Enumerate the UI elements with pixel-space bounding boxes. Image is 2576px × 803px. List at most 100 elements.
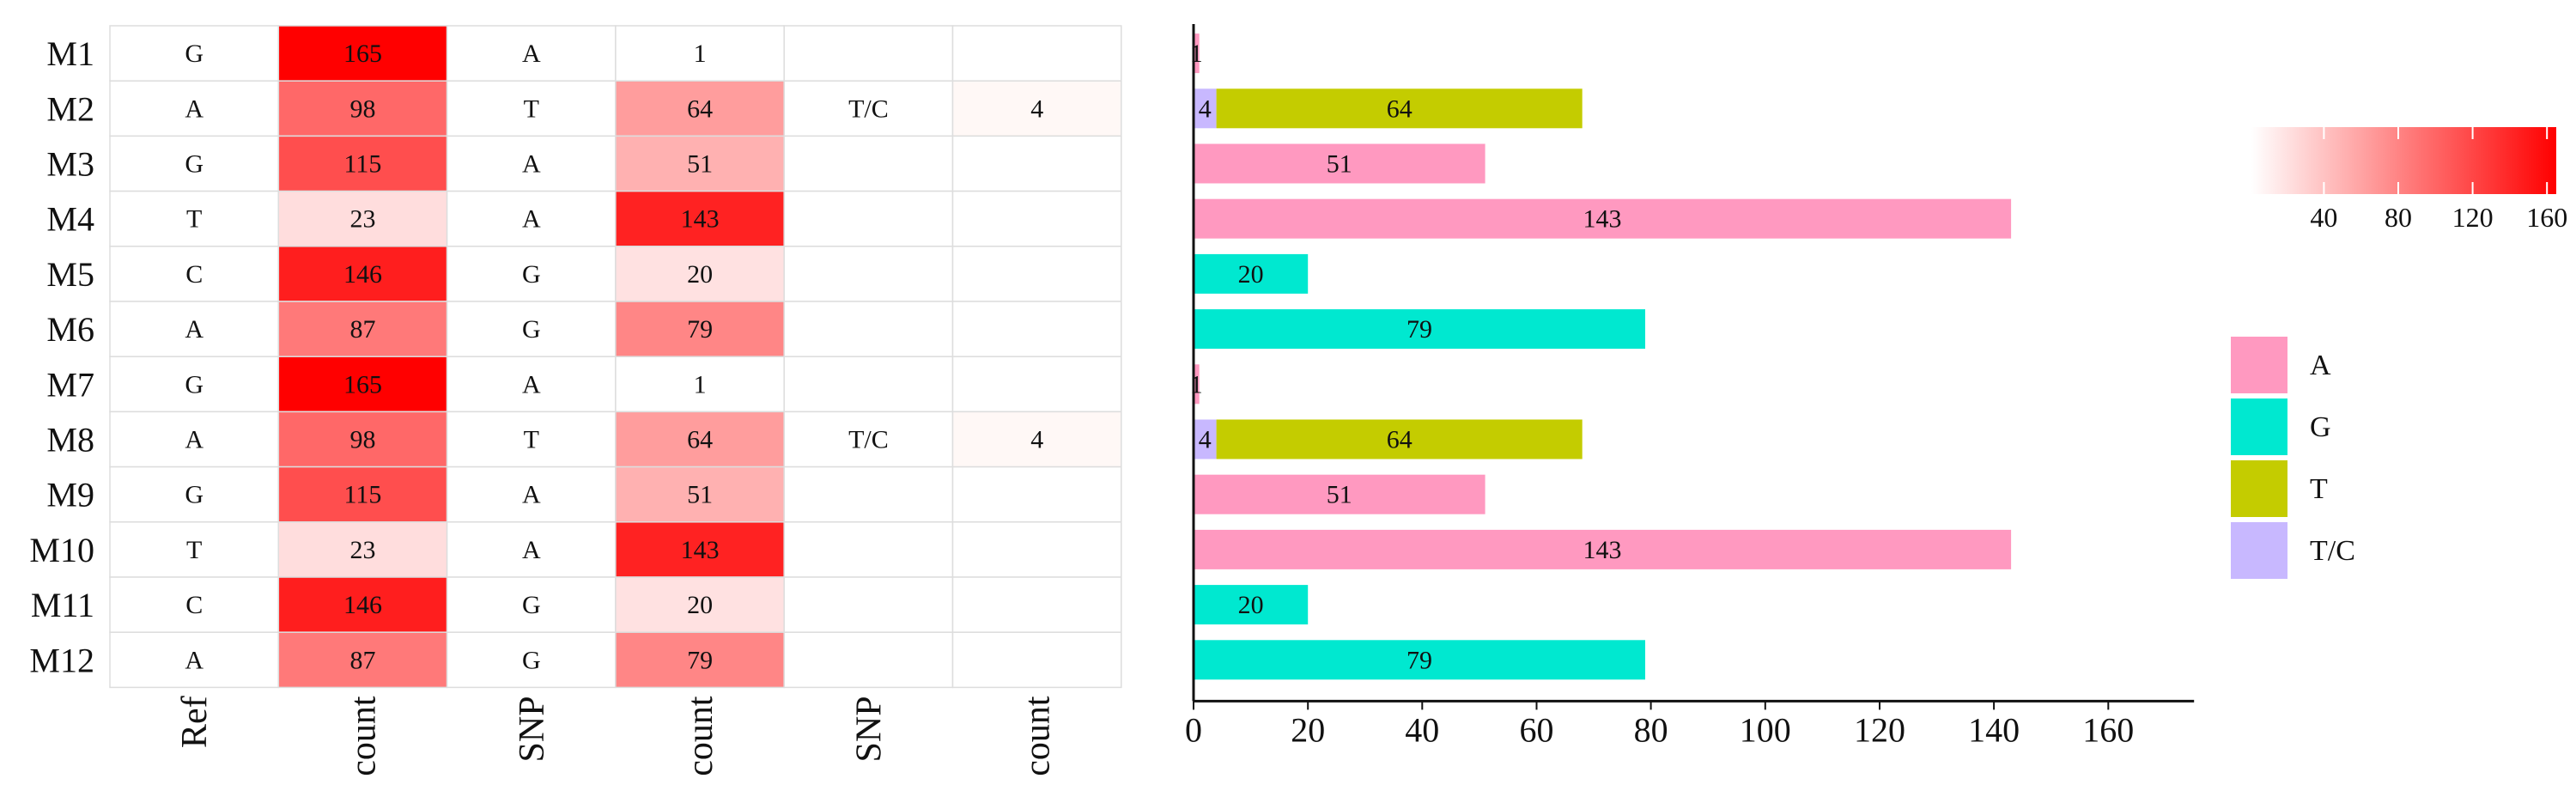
heatmap-cell <box>951 301 1122 357</box>
column-label: count <box>344 696 384 776</box>
heatmap-cell-label: 23 <box>350 205 376 234</box>
heatmap-cell <box>783 576 954 633</box>
bar-segment <box>1194 529 2012 569</box>
heatmap-cell-label: 79 <box>687 646 713 674</box>
column-label: count <box>681 696 720 776</box>
bar-segment <box>1194 585 1309 625</box>
heatmap-cell-label: A <box>522 40 541 68</box>
heatmap-cell <box>277 80 448 137</box>
heatmap-cell <box>951 465 1122 523</box>
bar-segment <box>1216 419 1583 459</box>
heatmap-cell-label: 79 <box>687 315 713 344</box>
heatmap-cell <box>109 576 280 633</box>
heatmap-cell-label: 146 <box>343 260 382 289</box>
legend-label: T/C <box>2310 535 2355 567</box>
bar-segment <box>1194 364 1200 405</box>
x-tick-label: 0 <box>1185 710 1202 749</box>
bar-segment <box>1194 474 1485 514</box>
bar-segment <box>1194 419 1217 459</box>
heatmap-cell <box>783 246 954 302</box>
heatmap-cell <box>446 25 617 82</box>
heatmap-cell-label: 165 <box>343 40 382 68</box>
heatmap-cell <box>951 135 1122 192</box>
heatmap-cell <box>951 80 1122 137</box>
heatmap-cell <box>951 411 1122 468</box>
heatmap-cell-label: T <box>186 536 202 564</box>
color-scale-tick-label: 80 <box>2385 202 2412 233</box>
bar-value-label: 4 <box>1199 426 1212 454</box>
heatmap-cell <box>951 631 1122 689</box>
heatmap-cell <box>277 190 448 247</box>
row-label: M9 <box>46 476 94 514</box>
heatmap-cell <box>951 576 1122 633</box>
heatmap-cell <box>615 465 785 523</box>
heatmap-cell-label: A <box>522 536 541 564</box>
row-label: M12 <box>29 641 94 679</box>
color-scale-bar <box>2251 127 2556 194</box>
heatmap-cell <box>783 465 954 523</box>
heatmap-cell <box>277 465 448 523</box>
bar-value-label: 1 <box>1190 40 1203 68</box>
heatmap-cell-label: A <box>522 150 541 179</box>
heatmap-cell <box>109 301 280 357</box>
bar-value-label: 1 <box>1190 370 1203 398</box>
heatmap-cell <box>615 576 785 633</box>
heatmap-cell-label: T/C <box>848 426 889 454</box>
heatmap-cell <box>277 576 448 633</box>
column-label: SNP <box>849 696 889 762</box>
x-tick-label: 100 <box>1740 710 1791 749</box>
row-label: M1 <box>46 34 94 73</box>
heatmap-cell-label: T <box>524 426 539 454</box>
heatmap-cell <box>446 521 617 578</box>
category-legend: AGT T/C <box>2231 337 2355 579</box>
heatmap-cell <box>109 246 280 302</box>
x-tick-label: 140 <box>1968 710 2020 749</box>
heatmap-cell-label: 1 <box>694 40 707 68</box>
heatmap-cell-label: G <box>522 315 541 344</box>
x-tick-label: 20 <box>1291 710 1325 749</box>
bar-value-label: 20 <box>1238 591 1264 619</box>
heatmap-cell-label: 143 <box>681 205 720 234</box>
row-label: M2 <box>46 89 94 128</box>
bar-segment <box>1194 33 1200 74</box>
bar-segment <box>1194 143 1485 184</box>
heatmap-cell <box>109 356 280 413</box>
heatmap-cell <box>783 25 954 82</box>
heatmap-cell <box>277 521 448 578</box>
heatmap-cell <box>277 246 448 302</box>
row-label: M11 <box>31 586 94 624</box>
heatmap-cell <box>277 135 448 192</box>
bar-segment <box>1194 88 1217 129</box>
heatmap-cell <box>783 521 954 578</box>
heatmap-cell-label: G <box>185 40 204 68</box>
heatmap-cell-label: G <box>185 150 204 179</box>
heatmap-cell-label: A <box>185 426 204 454</box>
bar-value-label: 51 <box>1327 150 1352 179</box>
bar-value-label: 20 <box>1238 260 1264 289</box>
row-label: M5 <box>46 255 94 294</box>
heatmap-cell <box>615 246 785 302</box>
legend-swatch <box>2231 522 2287 579</box>
heatmap-cell <box>446 301 617 357</box>
heatmap-cell-label: 4 <box>1030 426 1043 454</box>
x-tick-label: 120 <box>1854 710 1905 749</box>
heatmap-cell <box>783 356 954 413</box>
bar-value-label: 51 <box>1327 481 1352 509</box>
bar-value-label: 79 <box>1406 646 1432 674</box>
heatmap-cell-label: T/C <box>848 94 889 123</box>
heatmap-cell <box>951 356 1122 413</box>
heatmap-cell-label: 87 <box>350 315 376 344</box>
heatmap-cell-label: 115 <box>344 481 382 509</box>
heatmap-cell <box>615 135 785 192</box>
heatmap-cell <box>783 190 954 247</box>
heatmap-cell <box>951 246 1122 302</box>
heatmap-cell-label: A <box>185 315 204 344</box>
heatmap-cell <box>951 521 1122 578</box>
heatmap-cell <box>109 411 280 468</box>
heatmap-cell-label: G <box>522 260 541 289</box>
heatmap-cell-label: 146 <box>343 591 382 619</box>
color-scale-tick-label: 40 <box>2310 202 2337 233</box>
row-label: M3 <box>46 145 94 184</box>
